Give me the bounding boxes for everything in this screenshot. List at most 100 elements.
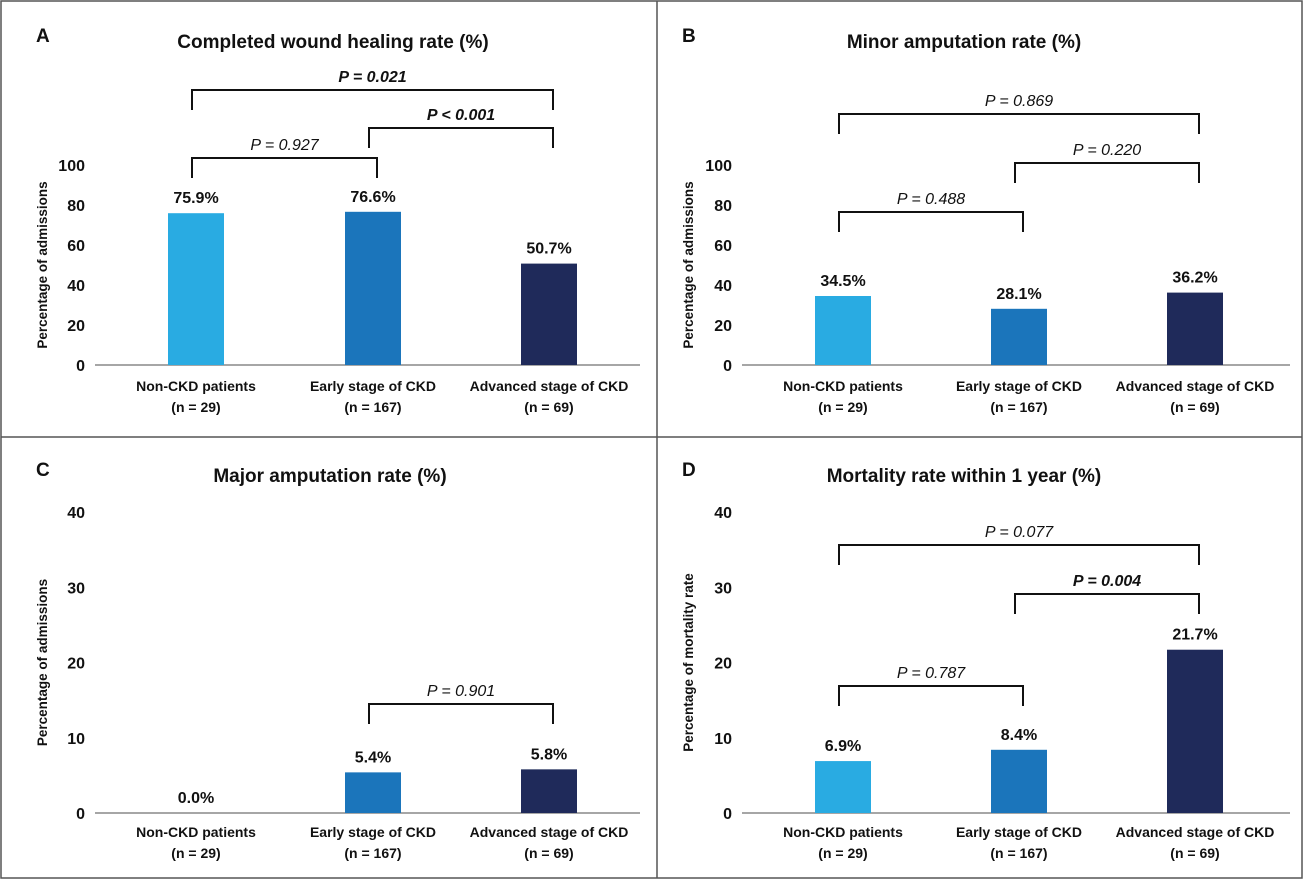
panel-b-comparison-bracket xyxy=(838,113,1200,134)
panel-a-data-label: 76.6% xyxy=(350,189,395,206)
panel-c-bar xyxy=(345,772,401,813)
panel-c-category-label: Early stage of CKD xyxy=(310,824,436,840)
panel-a-bar xyxy=(345,211,401,365)
panel-d-bar xyxy=(815,761,871,813)
panel-b-data-label: 28.1% xyxy=(996,286,1041,303)
panel-a-category-n-label: (n = 29) xyxy=(171,399,220,415)
panel-c-letter: C xyxy=(36,460,50,481)
panel-b-y-tick-label: 40 xyxy=(714,278,732,295)
panel-a-y-tick-label: 20 xyxy=(67,318,85,335)
panel-d-y-tick-label: 20 xyxy=(714,656,732,673)
panel-a-y-axis-label: Percentage of admissions xyxy=(35,181,50,348)
panel-a-category-n-label: (n = 69) xyxy=(524,399,573,415)
panel-c-y-tick-label: 20 xyxy=(67,656,85,673)
panel-c-p-value-label: P = 0.901 xyxy=(427,683,495,700)
panel-b-category-label: Non-CKD patients xyxy=(783,378,903,394)
panel-b-data-label: 36.2% xyxy=(1172,270,1217,287)
panel-a-category-n-label: (n = 167) xyxy=(344,399,401,415)
panel-b-p-value-label: P = 0.869 xyxy=(985,93,1053,110)
panel-c-category-n-label: (n = 167) xyxy=(344,845,401,861)
panel-a-y-tick-label: 0 xyxy=(76,358,85,375)
panel-d-letter: D xyxy=(682,460,696,481)
panel-d-category-n-label: (n = 29) xyxy=(818,845,867,861)
panel-c-y-axis-label: Percentage of admissions xyxy=(35,579,50,746)
panel-d-p-value-label: P = 0.077 xyxy=(985,524,1054,541)
panel-a-data-label: 50.7% xyxy=(526,241,571,258)
panel-a-bar xyxy=(168,213,224,365)
panel-a-y-tick-label: 40 xyxy=(67,278,85,295)
panel-d-p-value-label: P = 0.004 xyxy=(1073,573,1141,590)
panel-a-title: Completed wound healing rate (%) xyxy=(177,32,488,53)
panel-b-title: Minor amputation rate (%) xyxy=(847,32,1081,53)
panel-a-comparison-bracket xyxy=(191,89,554,110)
panel-c-data-label: 0.0% xyxy=(178,790,214,807)
panel-d-comparison-bracket xyxy=(838,685,1024,706)
panel-a-category-label: Advanced stage of CKD xyxy=(470,378,629,394)
panel-d-y-tick-label: 0 xyxy=(723,806,732,823)
panel-c-y-tick-label: 10 xyxy=(67,731,85,748)
panel-d-data-label: 21.7% xyxy=(1172,627,1217,644)
panel-d-comparison-bracket xyxy=(1014,593,1200,614)
panel-b-y-tick-label: 20 xyxy=(714,318,732,335)
panel-c-bar xyxy=(521,769,577,813)
panel-a-letter: A xyxy=(36,26,50,47)
panel-d-category-label: Advanced stage of CKD xyxy=(1116,824,1275,840)
panel-b-category-n-label: (n = 69) xyxy=(1170,399,1219,415)
panel-d-category-n-label: (n = 69) xyxy=(1170,845,1219,861)
panel-d-category-label: Non-CKD patients xyxy=(783,824,903,840)
panel-b-category-label: Advanced stage of CKD xyxy=(1116,378,1275,394)
panel-c-category-label: Non-CKD patients xyxy=(136,824,256,840)
panel-d-bar xyxy=(991,749,1047,813)
panel-a-comparison-bracket xyxy=(368,127,554,148)
panel-a-p-value-label: P < 0.001 xyxy=(427,107,495,124)
panel-c-data-label: 5.4% xyxy=(355,749,391,766)
panel-b-bar xyxy=(1167,292,1223,365)
panel-a-y-tick-label: 100 xyxy=(58,158,85,175)
panel-a-category-label: Non-CKD patients xyxy=(136,378,256,394)
panel-d-comparison-bracket xyxy=(838,544,1200,565)
panel-c-comparison-bracket xyxy=(368,703,554,724)
panel-c-y-tick-label: 40 xyxy=(67,505,85,522)
panel-b-bar xyxy=(991,308,1047,365)
panel-a-data-label: 75.9% xyxy=(173,190,218,207)
panel-c-category-n-label: (n = 69) xyxy=(524,845,573,861)
panel-c-y-tick-label: 30 xyxy=(67,580,85,597)
panel-d-title: Mortality rate within 1 year (%) xyxy=(827,466,1102,487)
panel-d-y-tick-label: 10 xyxy=(714,731,732,748)
panel-a-category-label: Early stage of CKD xyxy=(310,378,436,394)
panel-a-p-value-label: P = 0.927 xyxy=(250,137,319,154)
panel-c-y-tick-label: 0 xyxy=(76,806,85,823)
panel-d-category-n-label: (n = 167) xyxy=(990,845,1047,861)
panel-b-data-label: 34.5% xyxy=(820,273,865,290)
panel-d-y-tick-label: 30 xyxy=(714,580,732,597)
panel-b-bar xyxy=(815,296,871,365)
panel-b-category-label: Early stage of CKD xyxy=(956,378,1082,394)
panel-b-y-tick-label: 60 xyxy=(714,238,732,255)
panel-b-comparison-bracket xyxy=(838,211,1024,232)
panel-b-letter: B xyxy=(682,26,696,47)
panel-c-data-label: 5.8% xyxy=(531,746,567,763)
panel-b-y-axis-label: Percentage of admissions xyxy=(681,181,696,348)
panel-d-data-label: 6.9% xyxy=(825,738,861,755)
panel-d-category-label: Early stage of CKD xyxy=(956,824,1082,840)
panel-a-y-tick-label: 60 xyxy=(67,238,85,255)
panel-c-category-n-label: (n = 29) xyxy=(171,845,220,861)
panel-a-bar xyxy=(521,263,577,365)
panel-b-p-value-label: P = 0.220 xyxy=(1073,142,1141,159)
panel-a-y-tick-label: 80 xyxy=(67,198,85,215)
panel-a-comparison-bracket xyxy=(191,157,378,178)
panel-b-y-tick-label: 100 xyxy=(705,158,732,175)
panel-b-y-tick-label: 80 xyxy=(714,198,732,215)
panel-c-category-label: Advanced stage of CKD xyxy=(470,824,629,840)
panel-c-title: Major amputation rate (%) xyxy=(213,466,446,487)
panel-d-y-axis-label: Percentage of mortality rate xyxy=(681,573,696,752)
panel-d-y-tick-label: 40 xyxy=(714,505,732,522)
panel-b-y-tick-label: 0 xyxy=(723,358,732,375)
panel-d-data-label: 8.4% xyxy=(1001,727,1037,744)
panel-d-p-value-label: P = 0.787 xyxy=(897,665,966,682)
panel-b-p-value-label: P = 0.488 xyxy=(897,191,965,208)
panel-b-category-n-label: (n = 29) xyxy=(818,399,867,415)
